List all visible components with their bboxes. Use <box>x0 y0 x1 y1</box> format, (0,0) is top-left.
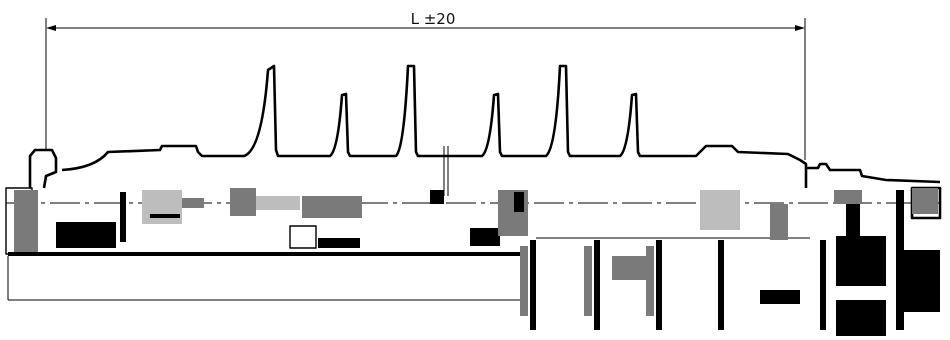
drive-block <box>56 222 116 248</box>
length-dimension: L ±20 <box>45 10 806 160</box>
arrow-left-icon <box>46 25 56 31</box>
support-leg-5 <box>820 240 826 330</box>
center-bearing <box>430 190 444 204</box>
support-leg-4 <box>718 240 724 330</box>
support-legs <box>520 190 826 330</box>
screw-profile <box>28 64 942 220</box>
dimension-label: L ±20 <box>411 10 456 28</box>
inner-hub <box>142 190 182 224</box>
tail-fitting <box>806 162 941 184</box>
base-rail <box>8 252 528 256</box>
end-support <box>896 190 904 330</box>
screw-outline <box>28 64 808 189</box>
gear-box <box>289 225 317 249</box>
mid-components <box>120 188 528 249</box>
drive-unit <box>834 188 940 336</box>
support-leg-1 <box>530 240 536 330</box>
arrow-right-icon <box>795 25 805 31</box>
base-frame <box>5 187 528 301</box>
motor-base <box>760 290 800 304</box>
support-leg-2 <box>594 240 600 330</box>
motor-housing <box>836 236 886 286</box>
support-leg-3 <box>656 240 662 330</box>
